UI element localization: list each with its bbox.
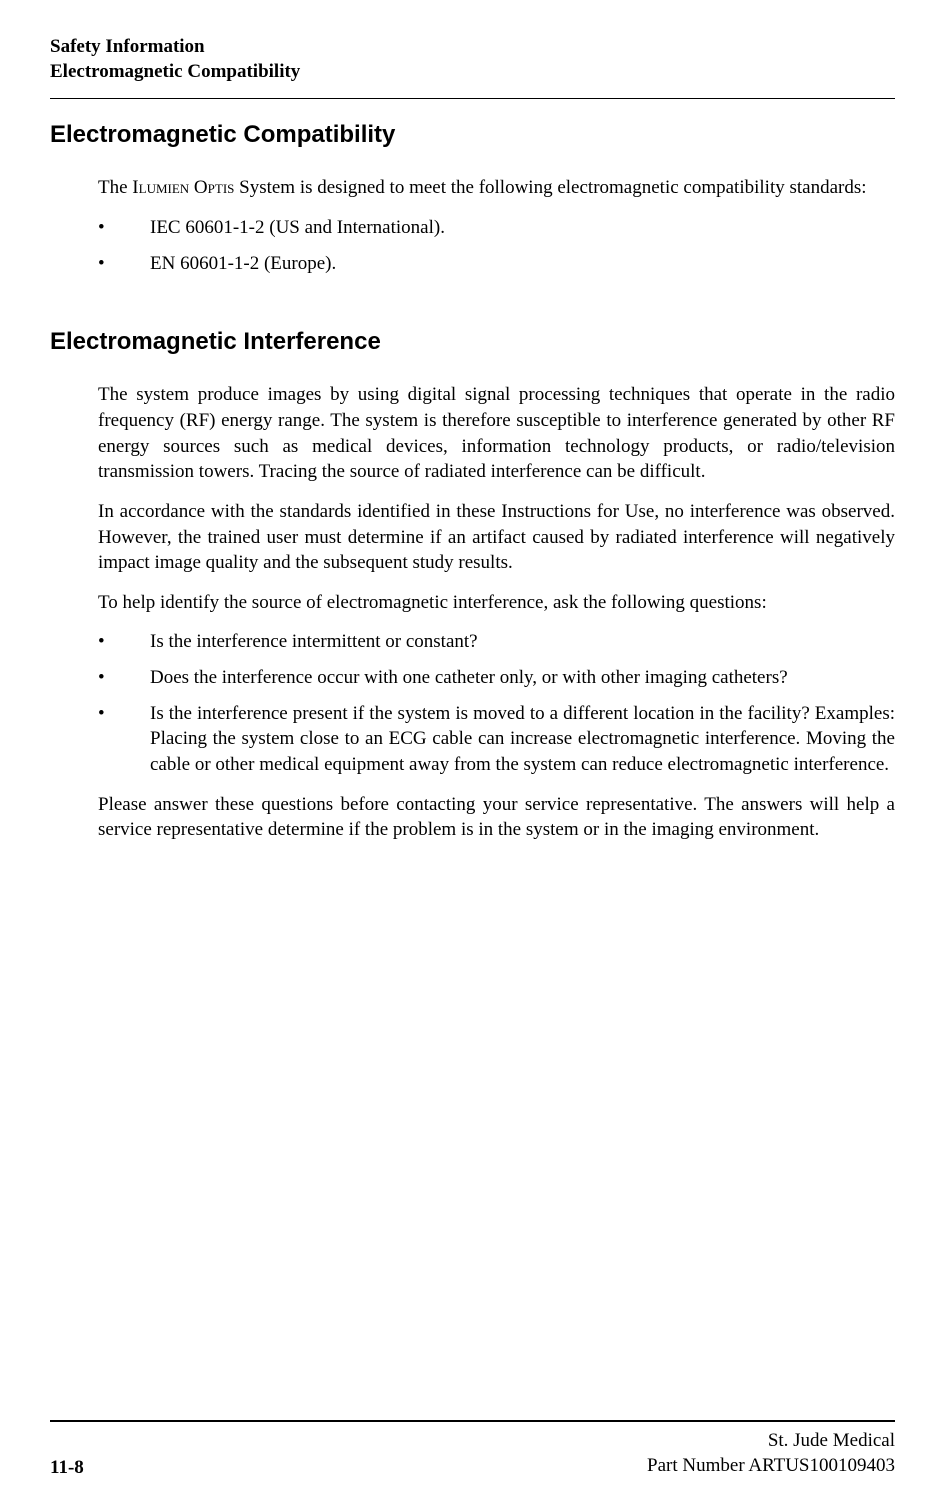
header-subtitle: Electromagnetic Compatibility: [50, 60, 895, 85]
emc-intro-suffix: System is designed to meet the following…: [234, 177, 866, 198]
footer-part-number: Part Number ARTUS100109403: [647, 1453, 895, 1479]
section-heading-emc: Electromagnetic Compatibility: [50, 121, 895, 149]
emi-bullet-list: Is the interference intermittent or cons…: [98, 629, 895, 777]
header-divider: [50, 98, 895, 99]
list-item: Does the interference occur with one cat…: [98, 665, 895, 691]
page-footer: 11-8 St. Jude Medical Part Number ARTUS1…: [50, 1420, 895, 1479]
emi-paragraph-4: Please answer these questions before con…: [98, 792, 895, 843]
footer-divider: [50, 1420, 895, 1422]
emc-bullet-list: IEC 60601-1-2 (US and International). EN…: [98, 215, 895, 276]
emc-system-name: Ilumien Optis: [132, 177, 234, 198]
footer-company: St. Jude Medical: [647, 1428, 895, 1454]
emi-paragraph-2: In accordance with the standards identif…: [98, 499, 895, 576]
emi-paragraph-1: The system produce images by using digit…: [98, 382, 895, 485]
footer-page-number: 11-8: [50, 1457, 84, 1479]
footer-right: St. Jude Medical Part Number ARTUS100109…: [647, 1428, 895, 1479]
emc-intro-paragraph: The Ilumien Optis System is designed to …: [98, 175, 895, 201]
page-container: Safety Information Electromagnetic Compa…: [0, 0, 945, 1509]
section-heading-emi: Electromagnetic Interference: [50, 328, 895, 356]
emi-paragraph-3: To help identify the source of electroma…: [98, 590, 895, 616]
page-header: Safety Information Electromagnetic Compa…: [50, 35, 895, 84]
header-title: Safety Information: [50, 35, 895, 60]
list-item: EN 60601-1-2 (Europe).: [98, 251, 895, 277]
list-item: Is the interference present if the syste…: [98, 701, 895, 778]
footer-row: 11-8 St. Jude Medical Part Number ARTUS1…: [50, 1428, 895, 1479]
list-item: IEC 60601-1-2 (US and International).: [98, 215, 895, 241]
list-item: Is the interference intermittent or cons…: [98, 629, 895, 655]
emc-intro-prefix: The: [98, 177, 132, 198]
